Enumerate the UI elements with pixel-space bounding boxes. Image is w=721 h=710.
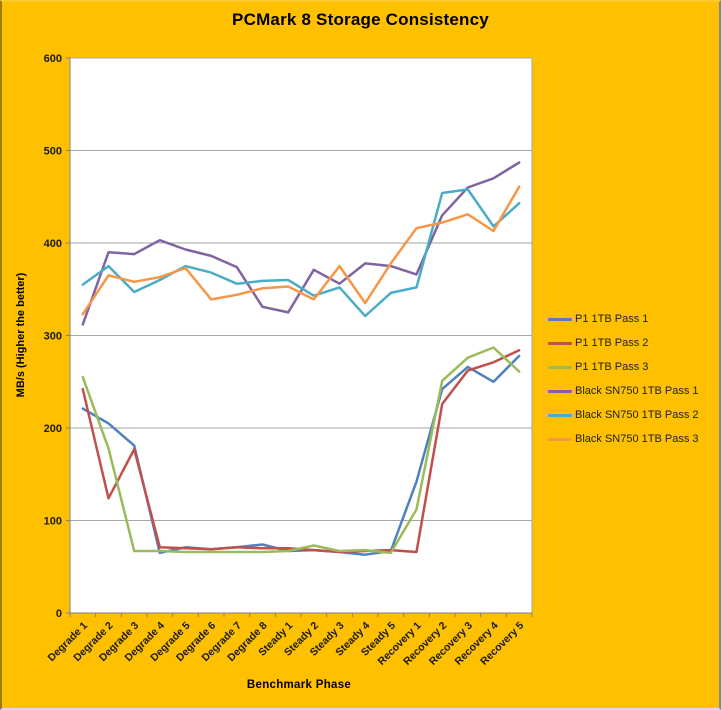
legend-item: P1 1TB Pass 1 (548, 307, 719, 331)
line-black-sn750-1tb-pass-3 (81, 185, 521, 316)
legend-label: Black SN750 1TB Pass 1 (575, 385, 699, 397)
y-tick-labels: 0 100 200 300 400 500 600 (44, 53, 62, 620)
series-lines (81, 161, 521, 556)
legend-swatch (548, 389, 572, 393)
legend-item: Black SN750 1TB Pass 2 (548, 403, 719, 427)
chart-title: PCMark 8 Storage Consistency (232, 10, 489, 29)
y-tick-label: 100 (44, 516, 62, 528)
legend-swatch (548, 317, 572, 321)
y-tick-label: 300 (44, 331, 62, 343)
legend-label: P1 1TB Pass 2 (575, 337, 649, 349)
chart-legend: P1 1TB Pass 1 P1 1TB Pass 2 P1 1TB Pass 3 B… (548, 307, 719, 451)
x-axis-title: Benchmark Phase (246, 679, 352, 691)
legend-item: P1 1TB Pass 3 (548, 355, 719, 379)
y-tick-label: 500 (44, 146, 62, 158)
legend-swatch (548, 413, 572, 417)
y-tick-label: 600 (44, 53, 62, 65)
y-tick-label: 400 (44, 238, 62, 250)
legend-label: Black SN750 1TB Pass 2 (575, 409, 699, 421)
legend-item: P1 1TB Pass 2 (548, 331, 719, 355)
legend-item: Black SN750 1TB Pass 3 (548, 427, 719, 451)
x-tick-marks (69, 613, 533, 617)
legend-swatch (548, 365, 572, 369)
y-axis-title: MB/s (Higher the better) (15, 272, 27, 398)
line-black-sn750-1tb-pass-2 (81, 188, 521, 318)
line-p1-1tb-pass-3 (81, 346, 521, 555)
y-tick-label: 0 (56, 608, 62, 620)
y-tick-label: 200 (44, 423, 62, 435)
legend-swatch (548, 437, 572, 441)
legend-swatch (548, 341, 572, 345)
line-black-sn750-1tb-pass-1 (81, 161, 521, 326)
legend-item: Black SN750 1TB Pass 1 (548, 379, 719, 403)
y-gridlines (66, 57, 532, 614)
legend-label: Black SN750 1TB Pass 3 (575, 433, 699, 445)
legend-label: P1 1TB Pass 1 (575, 313, 649, 325)
legend-label: P1 1TB Pass 3 (575, 361, 649, 373)
